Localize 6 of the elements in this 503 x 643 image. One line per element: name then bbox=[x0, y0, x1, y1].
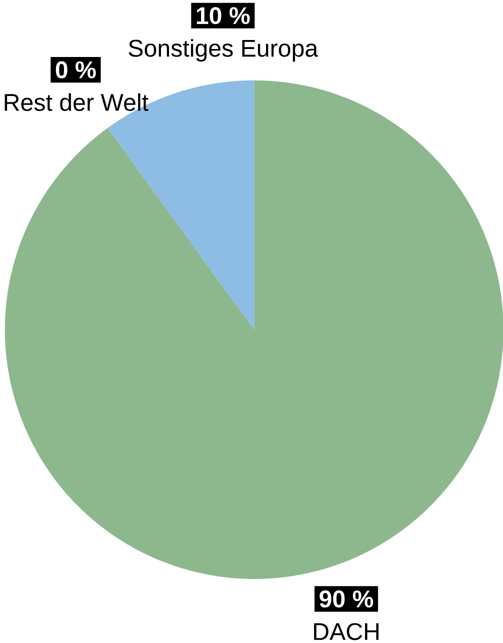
slice-label: DACH bbox=[314, 623, 378, 640]
data-label: 10 % bbox=[196, 7, 250, 24]
slice-label: Sonstiges Europa bbox=[128, 39, 318, 62]
text: 0 % bbox=[56, 61, 96, 78]
legend-label: Rest der Welt bbox=[4, 93, 148, 112]
data-label: 90 % bbox=[319, 590, 373, 608]
